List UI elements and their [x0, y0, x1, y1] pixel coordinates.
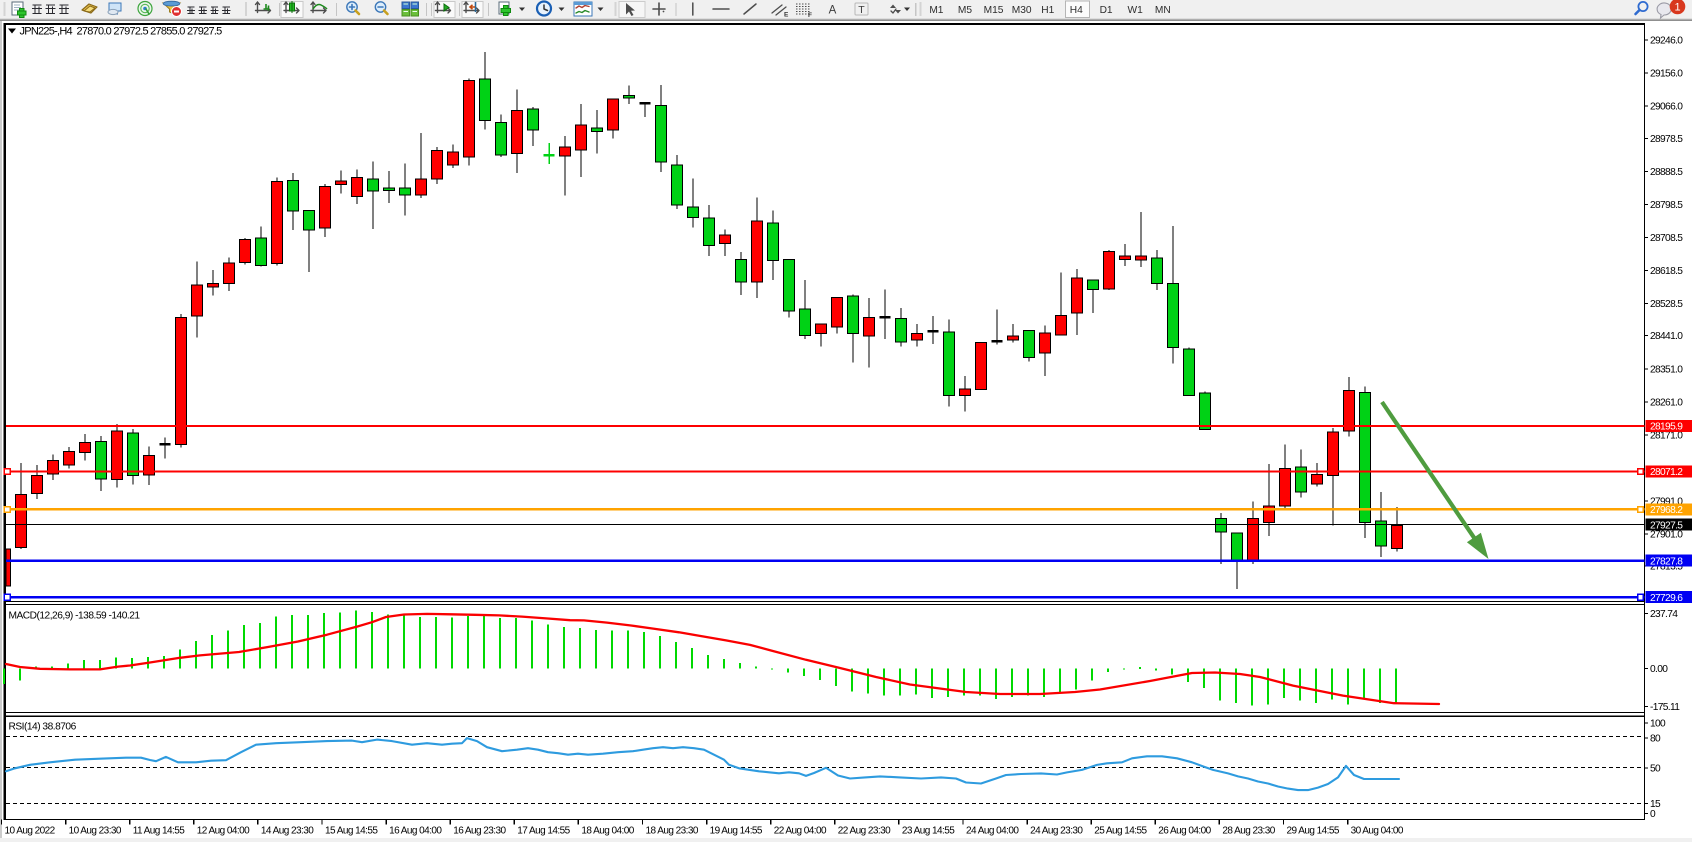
svg-text:M1: M1	[929, 5, 943, 16]
svg-text:28171.0: 28171.0	[1650, 430, 1683, 441]
svg-text:MN: MN	[1155, 5, 1171, 16]
svg-text:16 Aug 04:00: 16 Aug 04:00	[389, 826, 442, 837]
svg-text:27968.2: 27968.2	[1650, 505, 1683, 516]
svg-text:22 Aug 04:00: 22 Aug 04:00	[774, 826, 827, 837]
svg-text:28 Aug 23:30: 28 Aug 23:30	[1222, 826, 1275, 837]
svg-text:11 Aug 14:55: 11 Aug 14:55	[133, 826, 186, 837]
svg-text:24 Aug 23:30: 24 Aug 23:30	[1030, 826, 1083, 837]
svg-text:15: 15	[1650, 799, 1661, 810]
svg-text:29156.0: 29156.0	[1650, 69, 1683, 80]
svg-text:M5: M5	[958, 5, 972, 16]
svg-text:F: F	[808, 12, 812, 19]
svg-text:H4: H4	[1070, 5, 1083, 16]
svg-text:28618.5: 28618.5	[1650, 266, 1683, 277]
svg-text:16 Aug 23:30: 16 Aug 23:30	[453, 826, 506, 837]
svg-text:29 Aug 14:55: 29 Aug 14:55	[1287, 826, 1340, 837]
svg-text:28351.0: 28351.0	[1650, 364, 1683, 375]
svg-text:15 Aug 14:55: 15 Aug 14:55	[325, 826, 378, 837]
svg-text:RSI(14) 38.8706: RSI(14) 38.8706	[9, 722, 77, 733]
svg-text:12 Aug 04:00: 12 Aug 04:00	[197, 826, 250, 837]
svg-text:27827.8: 27827.8	[1650, 556, 1683, 567]
svg-text:28195.9: 28195.9	[1650, 422, 1683, 433]
svg-text:H1: H1	[1041, 5, 1054, 16]
svg-text:1: 1	[1674, 2, 1680, 14]
svg-text:28888.5: 28888.5	[1650, 167, 1683, 178]
svg-text:27729.6: 27729.6	[1650, 593, 1683, 604]
svg-text:30 Aug 04:00: 30 Aug 04:00	[1351, 826, 1404, 837]
svg-text:22 Aug 23:30: 22 Aug 23:30	[838, 826, 891, 837]
svg-text:17 Aug 14:55: 17 Aug 14:55	[517, 826, 570, 837]
svg-text:28441.0: 28441.0	[1650, 331, 1683, 342]
svg-text:MACD(12,26,9) -138.59 -140.21: MACD(12,26,9) -138.59 -140.21	[9, 611, 141, 622]
svg-text:28261.0: 28261.0	[1650, 397, 1683, 408]
svg-text:0.00: 0.00	[1650, 664, 1668, 675]
svg-text:14 Aug 23:30: 14 Aug 23:30	[261, 826, 314, 837]
svg-text:M15: M15	[984, 5, 1004, 16]
svg-text:18 Aug 04:00: 18 Aug 04:00	[581, 826, 634, 837]
svg-text:23 Aug 14:55: 23 Aug 14:55	[902, 826, 955, 837]
svg-text:28071.2: 28071.2	[1650, 467, 1683, 478]
svg-text:100: 100	[1650, 718, 1666, 729]
svg-text:10 Aug 2022: 10 Aug 2022	[5, 826, 56, 837]
svg-text:-175.11: -175.11	[1650, 702, 1680, 713]
svg-text:27927.5: 27927.5	[1650, 520, 1683, 531]
svg-text:T: T	[858, 4, 865, 16]
svg-text:28978.5: 28978.5	[1650, 134, 1683, 145]
svg-text:D1: D1	[1100, 5, 1113, 16]
svg-text:24 Aug 04:00: 24 Aug 04:00	[966, 826, 1019, 837]
svg-text:A: A	[829, 5, 837, 17]
svg-text:50: 50	[1650, 764, 1661, 775]
svg-text:27901.0: 27901.0	[1650, 530, 1683, 541]
svg-text:28528.5: 28528.5	[1650, 299, 1683, 310]
svg-text:237.74: 237.74	[1650, 609, 1678, 620]
svg-text:28798.5: 28798.5	[1650, 200, 1683, 211]
svg-text:27813.5: 27813.5	[1650, 562, 1683, 573]
svg-text:19 Aug 14:55: 19 Aug 14:55	[710, 826, 763, 837]
svg-text:M30: M30	[1012, 5, 1032, 16]
svg-text:18 Aug 23:30: 18 Aug 23:30	[646, 826, 699, 837]
svg-text:27991.0: 27991.0	[1650, 497, 1683, 508]
svg-text:80: 80	[1650, 733, 1661, 744]
svg-text:26 Aug 04:00: 26 Aug 04:00	[1158, 826, 1211, 837]
svg-text:E: E	[784, 12, 789, 19]
svg-text:28708.5: 28708.5	[1650, 233, 1683, 244]
svg-text:29246.0: 29246.0	[1650, 36, 1683, 47]
svg-text:JPN225-,H4 27870.0 27972.5 27: JPN225-,H4 27870.0 27972.5 27855.0 27927…	[20, 26, 223, 38]
svg-text:29066.0: 29066.0	[1650, 102, 1683, 113]
svg-text:10 Aug 23:30: 10 Aug 23:30	[69, 826, 122, 837]
svg-text:W1: W1	[1127, 5, 1143, 16]
svg-text:0: 0	[1650, 809, 1656, 820]
svg-text:25 Aug 14:55: 25 Aug 14:55	[1094, 826, 1147, 837]
